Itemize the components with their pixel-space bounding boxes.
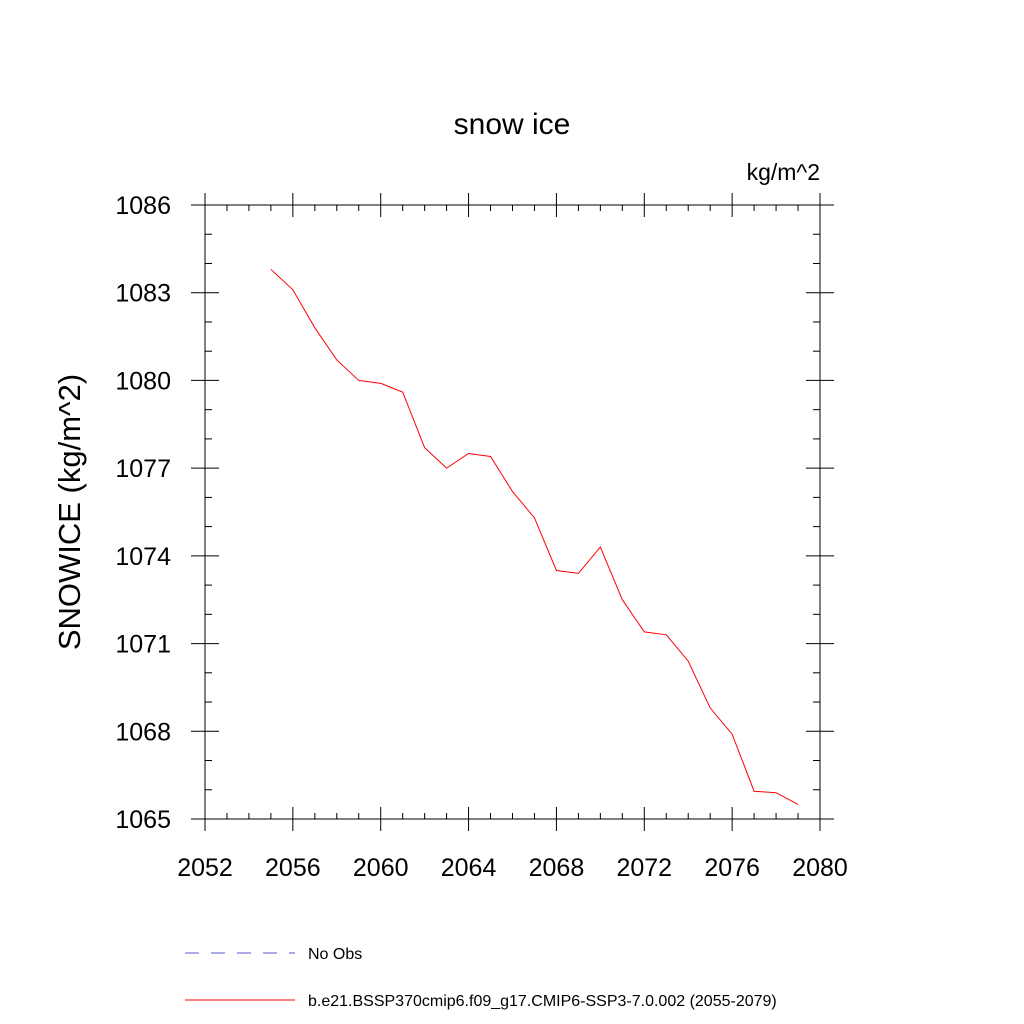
x-tick-label: 2072 [616, 854, 672, 882]
axis-ticks: 2052 2056 2060 2064 2068 2072 2076 2080 1065 1068… [115, 192, 847, 882]
y-tick-label: 1086 [115, 192, 171, 220]
x-tick-label: 2052 [177, 854, 233, 882]
legend: No Obs b.e21.BSSP370cmip6.f09_g17.CMIP6-S… [185, 946, 777, 1010]
x-tick-label: 2060 [353, 854, 409, 882]
series-layer [270, 268, 799, 805]
y-tick-label: 1065 [115, 806, 171, 834]
series-line-1 [270, 268, 799, 805]
x-tick-label: 2076 [704, 854, 760, 882]
chart-title: snow ice [454, 108, 571, 141]
units-label: kg/m^2 [747, 159, 820, 185]
y-axis-label: SNOWICE (kg/m^2) [52, 374, 87, 650]
x-tick-label: 2056 [265, 854, 321, 882]
x-tick-label: 2064 [441, 854, 497, 882]
x-tick-label: 2080 [792, 854, 848, 882]
x-tick-label: 2068 [529, 854, 585, 882]
y-tick-label: 1074 [115, 543, 171, 571]
y-tick-label: 1080 [115, 367, 171, 395]
y-tick-label: 1083 [115, 280, 171, 308]
legend-label-1: b.e21.BSSP370cmip6.f09_g17.CMIP6-SSP3-7.… [308, 993, 777, 1010]
y-tick-label: 1077 [115, 455, 171, 483]
y-tick-label: 1068 [115, 718, 171, 746]
legend-label-0: No Obs [308, 946, 362, 963]
y-tick-label: 1071 [115, 631, 171, 659]
